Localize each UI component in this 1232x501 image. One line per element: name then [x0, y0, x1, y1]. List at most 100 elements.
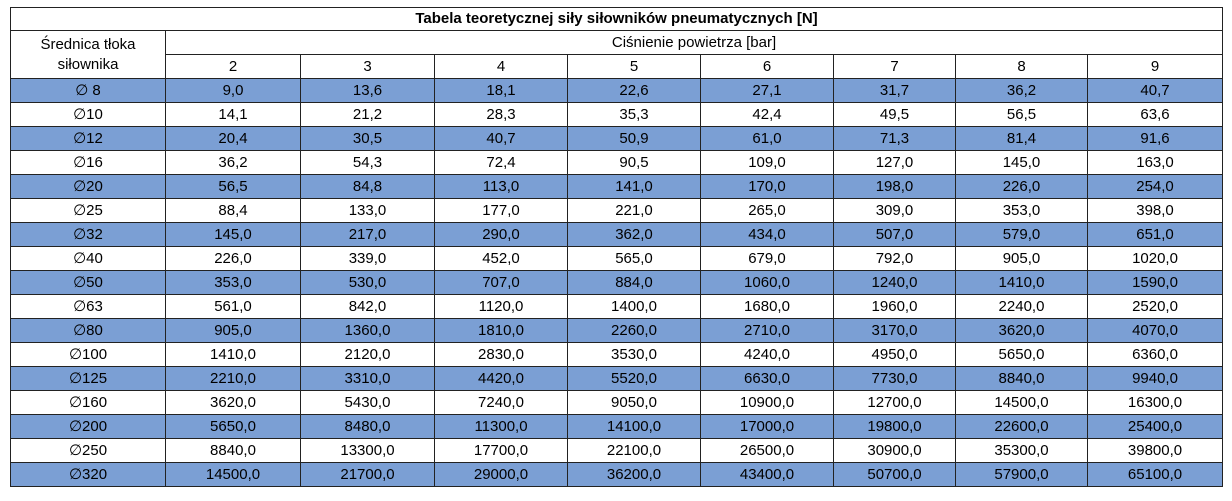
table-row: ∅80 905,0 1360,0 1810,0 2260,0 2710,0 3170,0 36… [10, 318, 1224, 343]
table-row: ∅320 14500,0 21700,0 29000,0 36200,0 43400,0 5… [10, 462, 1224, 487]
force-cell: 43400,0 [700, 462, 834, 487]
force-cell: 14,1 [165, 102, 301, 127]
force-cell: 6360,0 [1086, 342, 1224, 367]
force-cell: 113,0 [434, 174, 568, 199]
force-cell: 109,0 [700, 150, 834, 175]
column-header: 7 [833, 54, 956, 79]
force-cell: 5650,0 [955, 342, 1088, 367]
force-cell: 170,0 [700, 174, 834, 199]
force-cell: 561,0 [165, 294, 301, 319]
force-cell: 8840,0 [165, 438, 301, 463]
force-cell: 88,4 [165, 198, 301, 223]
force-cell: 5650,0 [165, 414, 301, 439]
force-cell: 22,6 [567, 78, 701, 103]
force-cell: 133,0 [300, 198, 435, 223]
force-cell: 12700,0 [833, 390, 956, 415]
force-cell: 452,0 [434, 246, 568, 271]
table-row: ∅100 1410,0 2120,0 2830,0 3530,0 4240,0 4950,0… [10, 342, 1224, 367]
force-cell: 25400,0 [1086, 414, 1224, 439]
force-cell: 1590,0 [1086, 270, 1224, 295]
force-cell: 3530,0 [567, 342, 701, 367]
force-cell: 54,3 [300, 150, 435, 175]
force-cell: 14500,0 [955, 390, 1088, 415]
force-cell: 198,0 [833, 174, 956, 199]
force-cell: 21700,0 [300, 462, 435, 487]
force-cell: 353,0 [165, 270, 301, 295]
column-header: 9 [1086, 54, 1224, 79]
column-header: 8 [955, 54, 1088, 79]
table-row: ∅16 36,2 54,3 72,4 90,5 109,0 127,0 145,0 163,0 [10, 150, 1224, 175]
force-cell: 2120,0 [300, 342, 435, 367]
force-cell: 13,6 [300, 78, 435, 103]
diameter-cell: ∅40 [10, 246, 166, 271]
force-cell: 28,3 [434, 102, 568, 127]
force-cell: 17700,0 [434, 438, 568, 463]
force-cell: 353,0 [955, 198, 1088, 223]
force-cell: 56,5 [165, 174, 301, 199]
force-cell: 31,7 [833, 78, 956, 103]
table-row: ∅32 145,0 217,0 290,0 362,0 434,0 507,0 579,0 65… [10, 222, 1224, 247]
force-cell: 145,0 [165, 222, 301, 247]
force-cell: 434,0 [700, 222, 834, 247]
force-cell: 22600,0 [955, 414, 1088, 439]
force-cell: 9050,0 [567, 390, 701, 415]
force-cell: 2520,0 [1086, 294, 1224, 319]
force-cell: 27,1 [700, 78, 834, 103]
force-cell: 905,0 [955, 246, 1088, 271]
force-cell: 91,6 [1086, 126, 1224, 151]
force-cell: 50700,0 [833, 462, 956, 487]
force-cell: 57900,0 [955, 462, 1088, 487]
diameter-cell: ∅20 [10, 174, 166, 199]
force-cell: 792,0 [833, 246, 956, 271]
table-title: Tabela teoretycznej siły siłowników pneu… [9, 7, 1224, 31]
force-cell: 3620,0 [955, 318, 1088, 343]
force-cell: 145,0 [955, 150, 1088, 175]
force-cell: 2830,0 [434, 342, 568, 367]
force-cell: 36,2 [955, 78, 1088, 103]
force-cell: 6630,0 [700, 366, 834, 391]
diameter-cell: ∅25 [10, 198, 166, 223]
force-cell: 651,0 [1086, 222, 1224, 247]
diameter-cell: ∅16 [10, 150, 166, 175]
diameter-cell: ∅80 [10, 318, 166, 343]
force-cell: 36200,0 [567, 462, 701, 487]
force-cell: 1680,0 [700, 294, 834, 319]
force-cell: 127,0 [833, 150, 956, 175]
group-header: Ciśnienie powietrza [bar] [164, 30, 1224, 55]
force-cell: 1060,0 [700, 270, 834, 295]
force-cell: 3170,0 [833, 318, 956, 343]
force-cell: 5430,0 [300, 390, 435, 415]
force-cell: 2210,0 [165, 366, 301, 391]
diameter-cell: ∅160 [10, 390, 166, 415]
force-cell: 579,0 [955, 222, 1088, 247]
force-cell: 17000,0 [700, 414, 834, 439]
table-row: ∅50 353,0 530,0 707,0 884,0 1060,0 1240,0 1410,… [10, 270, 1224, 295]
force-cell: 707,0 [434, 270, 568, 295]
force-cell: 1020,0 [1086, 246, 1224, 271]
diameter-cell: ∅200 [10, 414, 166, 439]
force-cell: 81,4 [955, 126, 1088, 151]
table-row: ∅125 2210,0 3310,0 4420,0 5520,0 6630,0 7730,0… [10, 366, 1224, 391]
force-cell: 72,4 [434, 150, 568, 175]
column-header: 4 [434, 54, 568, 79]
force-cell: 679,0 [700, 246, 834, 271]
force-cell: 30,5 [300, 126, 435, 151]
force-cell: 22100,0 [567, 438, 701, 463]
force-cell: 530,0 [300, 270, 435, 295]
force-cell: 2260,0 [567, 318, 701, 343]
diameter-cell: ∅100 [10, 342, 166, 367]
column-header: 6 [700, 54, 834, 79]
force-cell: 4420,0 [434, 366, 568, 391]
force-cell: 40,7 [1086, 78, 1224, 103]
force-cell: 49,5 [833, 102, 956, 127]
force-cell: 1410,0 [165, 342, 301, 367]
force-cell: 3620,0 [165, 390, 301, 415]
table-row: ∅10 14,1 21,2 28,3 35,3 42,4 49,5 56,5 63,6 [10, 102, 1224, 127]
force-table: Tabela teoretycznej siły siłowników pneu… [9, 7, 1224, 487]
force-cell: 905,0 [165, 318, 301, 343]
force-cell: 13300,0 [300, 438, 435, 463]
force-cell: 84,8 [300, 174, 435, 199]
diameter-cell: ∅63 [10, 294, 166, 319]
force-cell: 1120,0 [434, 294, 568, 319]
force-cell: 9,0 [165, 78, 301, 103]
